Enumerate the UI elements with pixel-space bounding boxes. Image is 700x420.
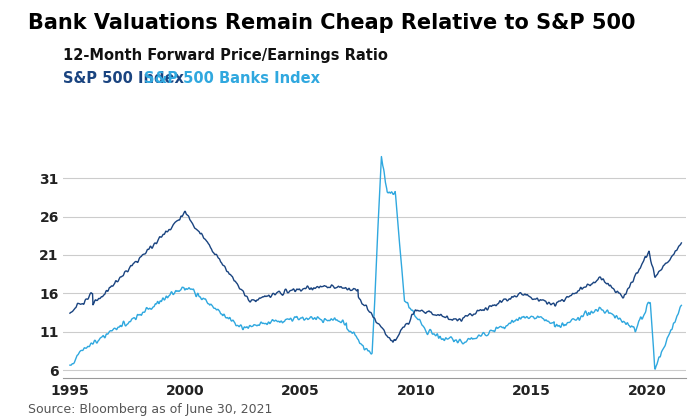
Text: 12-Month Forward Price/Earnings Ratio: 12-Month Forward Price/Earnings Ratio (63, 48, 388, 63)
Text: S&P 500 Index: S&P 500 Index (63, 71, 184, 86)
Text: S&P 500 Banks Index: S&P 500 Banks Index (144, 71, 319, 86)
Text: Bank Valuations Remain Cheap Relative to S&P 500: Bank Valuations Remain Cheap Relative to… (28, 13, 636, 33)
Text: Source: Bloomberg as of June 30, 2021: Source: Bloomberg as of June 30, 2021 (28, 403, 272, 416)
